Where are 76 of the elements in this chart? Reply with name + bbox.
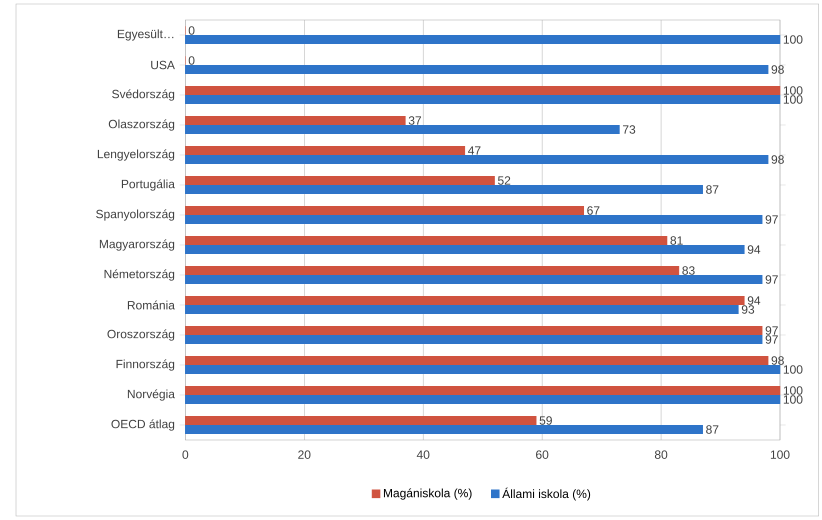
bar	[185, 214, 762, 224]
bar	[185, 386, 780, 396]
legend-label: Magániskola (%)	[384, 488, 472, 500]
x-tick-label: 60	[536, 450, 548, 459]
y-tick-label: Finnország	[116, 359, 174, 371]
bar	[185, 124, 620, 134]
data-label: 100	[784, 95, 802, 104]
data-label: 93	[742, 305, 754, 314]
data-label: 37	[408, 116, 422, 125]
x-tick-label: 0	[182, 450, 188, 459]
bar	[185, 244, 745, 254]
bar	[185, 146, 466, 156]
bar	[185, 64, 768, 74]
data-label: 97	[766, 335, 778, 344]
bar	[185, 326, 762, 336]
bar	[185, 424, 703, 434]
y-tick-label: OECD átlag	[111, 419, 174, 431]
data-label: 100	[784, 35, 802, 44]
bar	[185, 304, 739, 314]
data-label: 83	[682, 266, 695, 275]
y-tick-label: Magyarország	[100, 239, 174, 251]
data-label: 59	[540, 416, 552, 425]
x-tick-label: 100	[770, 450, 790, 459]
bar	[185, 364, 780, 374]
bar	[185, 416, 536, 426]
data-label: 67	[587, 206, 600, 215]
bar	[185, 296, 745, 306]
bar	[185, 94, 780, 104]
bar	[185, 274, 762, 284]
data-label: 100	[784, 386, 802, 395]
data-label: 97	[766, 326, 778, 335]
y-tick-label: USA	[151, 60, 175, 70]
bar	[185, 176, 495, 186]
bar	[185, 206, 584, 216]
bar	[185, 116, 406, 126]
bar	[185, 34, 780, 44]
bar	[185, 266, 680, 276]
y-tick-label: Olaszország	[108, 119, 174, 131]
x-tick-label: 20	[298, 450, 310, 459]
y-tick-label: Románia	[128, 300, 175, 310]
y-tick-label: Egyesült…	[118, 29, 174, 41]
data-label: 97	[766, 215, 778, 224]
data-label: 87	[706, 185, 718, 194]
y-tick-label: Spanyolország	[96, 209, 174, 221]
data-label: 47	[468, 146, 480, 155]
data-label: 100	[784, 365, 802, 374]
y-tick-label: Oroszország	[107, 329, 174, 341]
bar	[185, 236, 668, 246]
bar	[185, 154, 768, 164]
data-label: 100	[784, 395, 802, 404]
data-label: 94	[748, 296, 760, 305]
data-label: 94	[748, 245, 760, 254]
data-label: 0	[188, 56, 194, 65]
data-label: 87	[706, 425, 718, 434]
y-tick-label: Németország	[104, 269, 174, 281]
data-label: 97	[766, 275, 778, 284]
bar	[185, 184, 703, 194]
data-label: 81	[670, 236, 683, 245]
x-tick-label: 40	[416, 450, 430, 459]
bar	[185, 356, 768, 366]
bar	[185, 86, 780, 96]
data-label: 52	[498, 176, 510, 185]
y-tick-label: Portugália	[122, 179, 175, 191]
y-tick-label: Norvégia	[128, 389, 175, 401]
data-label: 100	[784, 86, 802, 95]
data-label: 0	[188, 26, 194, 35]
y-tick-label: Lengyelország	[98, 149, 174, 161]
bar	[185, 394, 780, 404]
bar	[185, 334, 762, 344]
x-tick-label: 80	[654, 450, 668, 459]
data-label: 98	[772, 356, 784, 365]
legend-label: Állami iskola (%)	[502, 488, 590, 500]
data-label: 98	[772, 155, 784, 164]
data-label: 73	[622, 125, 636, 134]
y-tick-label: Svédország	[112, 89, 174, 101]
data-label: 98	[772, 65, 784, 74]
